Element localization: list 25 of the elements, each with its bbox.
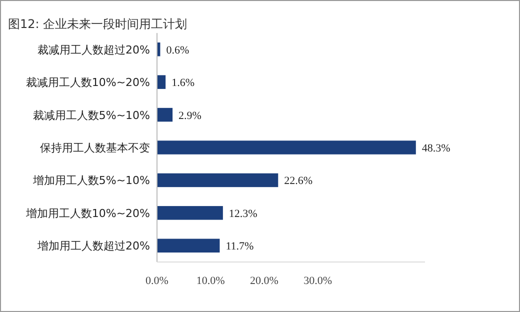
data-label: 0.6% xyxy=(166,44,190,56)
bar xyxy=(157,108,173,122)
y-tick-label: 裁减用工人数超过20% xyxy=(38,43,150,56)
y-tick-label: 裁减用工人数10%~20% xyxy=(26,76,150,90)
x-tick-label: 20.0% xyxy=(250,275,278,287)
y-tick-label: 保持用工人数基本不变 xyxy=(40,142,150,154)
x-tick-label: 0.0% xyxy=(146,275,168,287)
y-tick-label: 增加用工人数超过20% xyxy=(36,240,150,253)
bar xyxy=(157,75,166,89)
bar xyxy=(157,238,220,253)
data-label: 1.6% xyxy=(172,77,194,90)
x-tick-label: 10.0% xyxy=(196,275,225,287)
data-label: 48.3% xyxy=(422,142,450,154)
data-label: 12.3% xyxy=(228,208,258,220)
y-tick-label: 增加用工人数5%~10% xyxy=(32,174,150,188)
data-label: 2.9% xyxy=(178,110,202,122)
data-label: 11.7% xyxy=(226,240,254,253)
bar xyxy=(157,206,223,220)
y-tick-label: 增加用工人数10%~20% xyxy=(24,206,150,220)
data-label: 22.6% xyxy=(284,175,313,188)
x-tick-label: 30.0% xyxy=(304,275,332,287)
bar xyxy=(157,140,416,154)
bar xyxy=(157,173,278,188)
chart-title: 图12: 企业未来一段时间用工计划 xyxy=(8,17,188,31)
y-tick-label: 裁减用工人数5%~10% xyxy=(32,108,150,122)
